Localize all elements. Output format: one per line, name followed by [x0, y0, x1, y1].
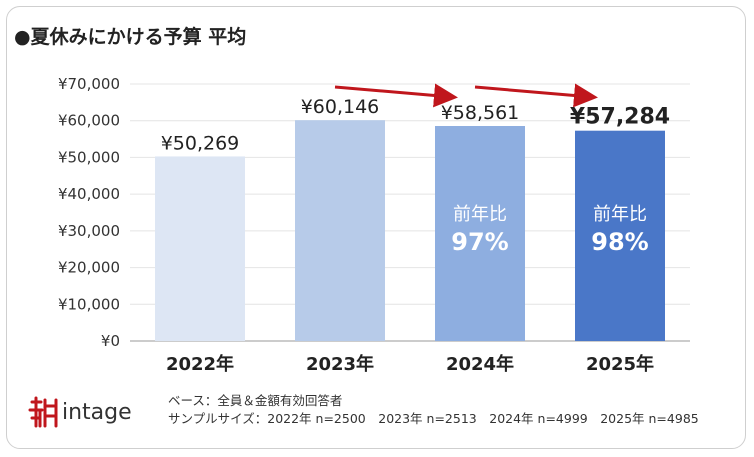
y-tick-label: ¥10,000 [58, 295, 120, 313]
yoy-value: 98% [591, 228, 648, 256]
sample-notes: ベース：全員＆金額有効回答者 サンプルサイズ：2022年 n=2500 2023… [168, 392, 699, 428]
bar [295, 120, 385, 342]
trend-arrow [474, 83, 598, 108]
x-tick-label: 2022年 [166, 353, 234, 375]
trend-arrow [334, 83, 458, 108]
x-tick-label: 2024年 [446, 353, 514, 375]
yoy-value: 97% [451, 228, 508, 256]
x-tick-label: 2025年 [586, 353, 654, 375]
y-tick-label: ¥20,000 [58, 259, 120, 277]
y-tick-label: ¥50,000 [58, 148, 120, 166]
yoy-label: 前年比 [593, 204, 647, 225]
bar [155, 156, 245, 341]
y-tick-label: ¥70,000 [58, 75, 120, 93]
bar-value-label: ¥58,561 [441, 102, 520, 124]
y-tick-label: ¥60,000 [58, 112, 120, 130]
chart-frame [6, 6, 746, 449]
footer: intage ベース：全員＆金額有効回答者 サンプルサイズ：2022年 n=25… [28, 388, 738, 448]
bar [575, 130, 665, 341]
y-tick-label: ¥40,000 [58, 185, 120, 203]
bar-chart: ¥0 ¥10,000 ¥20,000 ¥30,000 ¥40,000 ¥50,000 ¥60… [58, 75, 690, 375]
note-base: ベース：全員＆金額有効回答者 [168, 393, 343, 408]
intage-logo: intage [28, 396, 132, 428]
note-sample-size: サンプルサイズ：2022年 n=2500 2023年 n=2513 2024年 … [168, 411, 699, 426]
yoy-label: 前年比 [453, 204, 507, 225]
y-tick-label: ¥0 [101, 332, 120, 350]
bar-value-label: ¥57,284 [570, 105, 670, 130]
logo-text: intage [62, 399, 132, 425]
chart-title: ●夏休みにかける予算 平均 [14, 26, 247, 48]
bar [435, 125, 525, 342]
intage-logo-icon [28, 396, 58, 428]
bar-value-label: ¥60,146 [301, 96, 380, 118]
y-tick-label: ¥30,000 [58, 222, 120, 240]
bar-value-label: ¥50,269 [161, 132, 240, 154]
x-tick-label: 2023年 [306, 353, 374, 375]
